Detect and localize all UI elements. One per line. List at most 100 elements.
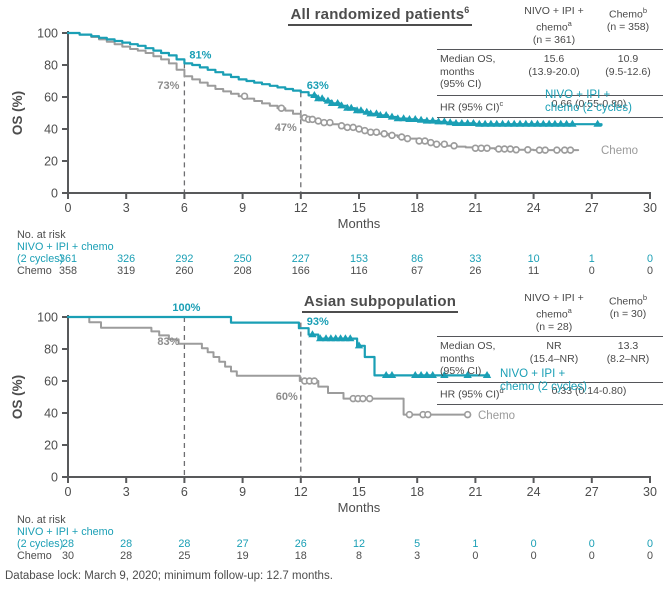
censor-mark-triangle [498,119,507,127]
curve-label-nivo-all: NIVO + IPI + chemo (2 cycles) [545,89,632,115]
hr-label-text: HR (95% CI) [440,388,500,400]
risk-count: 208 [233,265,252,277]
censor-mark-circle [424,410,432,419]
series-nivo [66,315,492,378]
risk-count: 5 [414,538,421,550]
censor-mark-triangle [550,119,560,127]
stats-header-chemo-n: (n = 30) [609,308,647,320]
x-tick-label: 24 [527,201,541,215]
censor-mark-triangle [492,119,501,127]
risk-count: 27 [236,538,249,550]
km-chart-all-randomized: 0 20 40 60 80 100 0 3 6 9 12 15 18 21 24 27 30 OS (%) Mont… [10,27,657,232]
risk-count: 0 [646,253,653,265]
risk-count: 0 [530,538,537,550]
risk-header-all: No. at risk [17,229,66,241]
risk-count: 0 [588,538,595,550]
censor-mark-triangle [399,114,408,122]
censor-mark-triangle [422,371,432,378]
median-os-chemo-months: 10.9 [617,53,639,65]
x-tick-label: 15 [352,201,366,215]
censor-mark-circle [463,410,472,419]
censor-mark-circle [359,394,367,403]
median-os-label-line2: (95% CI) [440,78,482,90]
censor-mark-circle [471,144,480,152]
stats-header-chemo-name: Chemo [608,8,643,21]
risk-count: 319 [117,265,136,277]
risk-count: 28 [61,538,74,550]
x-tick-label: 9 [239,485,246,499]
x-tick-label: 18 [410,201,424,215]
median-os-chemo-value: 13.3 (8.2–NR) [593,340,663,378]
censor-mark-triangle [445,118,455,126]
censor-mark-triangle [504,119,513,127]
stats-header-nivo-sup: a [567,18,572,28]
survival-curve-chemo [67,316,471,416]
risk-count: 10 [527,253,540,265]
stats-table-all-randomized: NIVO + IPI + chemoa (n = 361) Chemob (n = … [437,5,663,118]
x-tick-label: 3 [123,485,130,499]
risk-row-label-chemo: Chemo [17,550,52,562]
median-os-nivo-value: NR (15.4–NR) [515,340,593,378]
censor-mark-circle [388,131,396,140]
stats-median-row: Median OS, months (95% CI) 15.6 (13.9-20.0… [437,49,663,95]
censor-mark-circle [277,104,286,112]
risk-count: 19 [236,550,249,562]
x-tick-label: 0 [65,201,72,215]
x-tick-label: 21 [468,485,482,499]
curve-label-nivo-line2: chemo (2 cycles) [500,381,587,393]
censor-mark-triangle [486,119,496,127]
censor-mark-circle [308,115,317,124]
censor-mark-circle [524,146,532,154]
censor-mark-triangle [376,111,385,118]
curve-label-chemo-all: Chemo [601,145,639,157]
censor-mark-triangle [533,119,542,127]
median-os-label-line2: (95% CI) [440,365,482,377]
series-chemo [67,316,472,419]
censor-mark-circle [349,123,357,132]
stats-median-row: Median OS, months (95% CI) NR (15.4–NR) 13… [437,336,663,382]
censor-mark-triangle [381,371,391,378]
curve-label-chemo-asian: Chemo [478,410,516,422]
panel-title-text: Asian subpopulation [303,293,457,310]
x-axis-title: Months [338,216,381,231]
hr-label: HR (95% CI)d [437,385,515,401]
censor-mark-triangle [480,119,490,127]
median-os-label-line1: Median OS, months [440,53,496,78]
censor-mark-circle [240,92,249,100]
censor-mark-circle [440,140,449,148]
x-tick-label: 15 [352,485,366,499]
censor-mark-triangle [405,115,414,122]
y-tick-label: 40 [44,123,58,137]
landmark-labels: 100% 83% 93% 60% [157,302,329,403]
risk-numbers-chemo-asian: 30 28 25 19 18 8 3 0 0 0 0 [0,550,667,562]
risk-count: 116 [350,265,368,277]
x-tick-label: 3 [123,201,130,215]
censor-mark-triangle [469,119,478,126]
censor-mark-triangle [475,119,484,127]
censor-mark-triangle [527,119,536,127]
censor-mark-circle [380,130,388,138]
risk-count: 326 [117,253,136,265]
x-axis-title: Months [338,500,381,515]
curve-label-nivo-line2: chemo (2 cycles) [545,102,632,114]
stats-header-chemo-sup: b [642,293,648,302]
censor-mark-triangle [457,119,467,126]
x-tick-label: 24 [527,485,541,499]
landmark-label-73%: 73% [157,80,179,92]
censor-mark-triangle [544,119,554,127]
risk-count: 153 [349,253,368,265]
censor-mark-circle [541,146,549,154]
risk-count: 3 [414,550,421,562]
stats-hr-row: HR (95% CI)d 0.33 (0.14-0.80) [437,381,663,405]
y-tick-label: 60 [44,91,58,105]
risk-count: 28 [178,538,191,550]
censor-mark-triangle [568,119,577,127]
censor-mark-triangle [451,119,461,126]
censor-mark-circle [512,146,520,154]
censor-mark-circle [500,145,509,153]
risk-count: 12 [352,538,365,550]
x-tick-label: 6 [181,201,188,215]
risk-header-asian: No. at risk [17,514,66,526]
censor-mark-triangle [356,106,366,114]
risk-count: 361 [58,253,77,265]
